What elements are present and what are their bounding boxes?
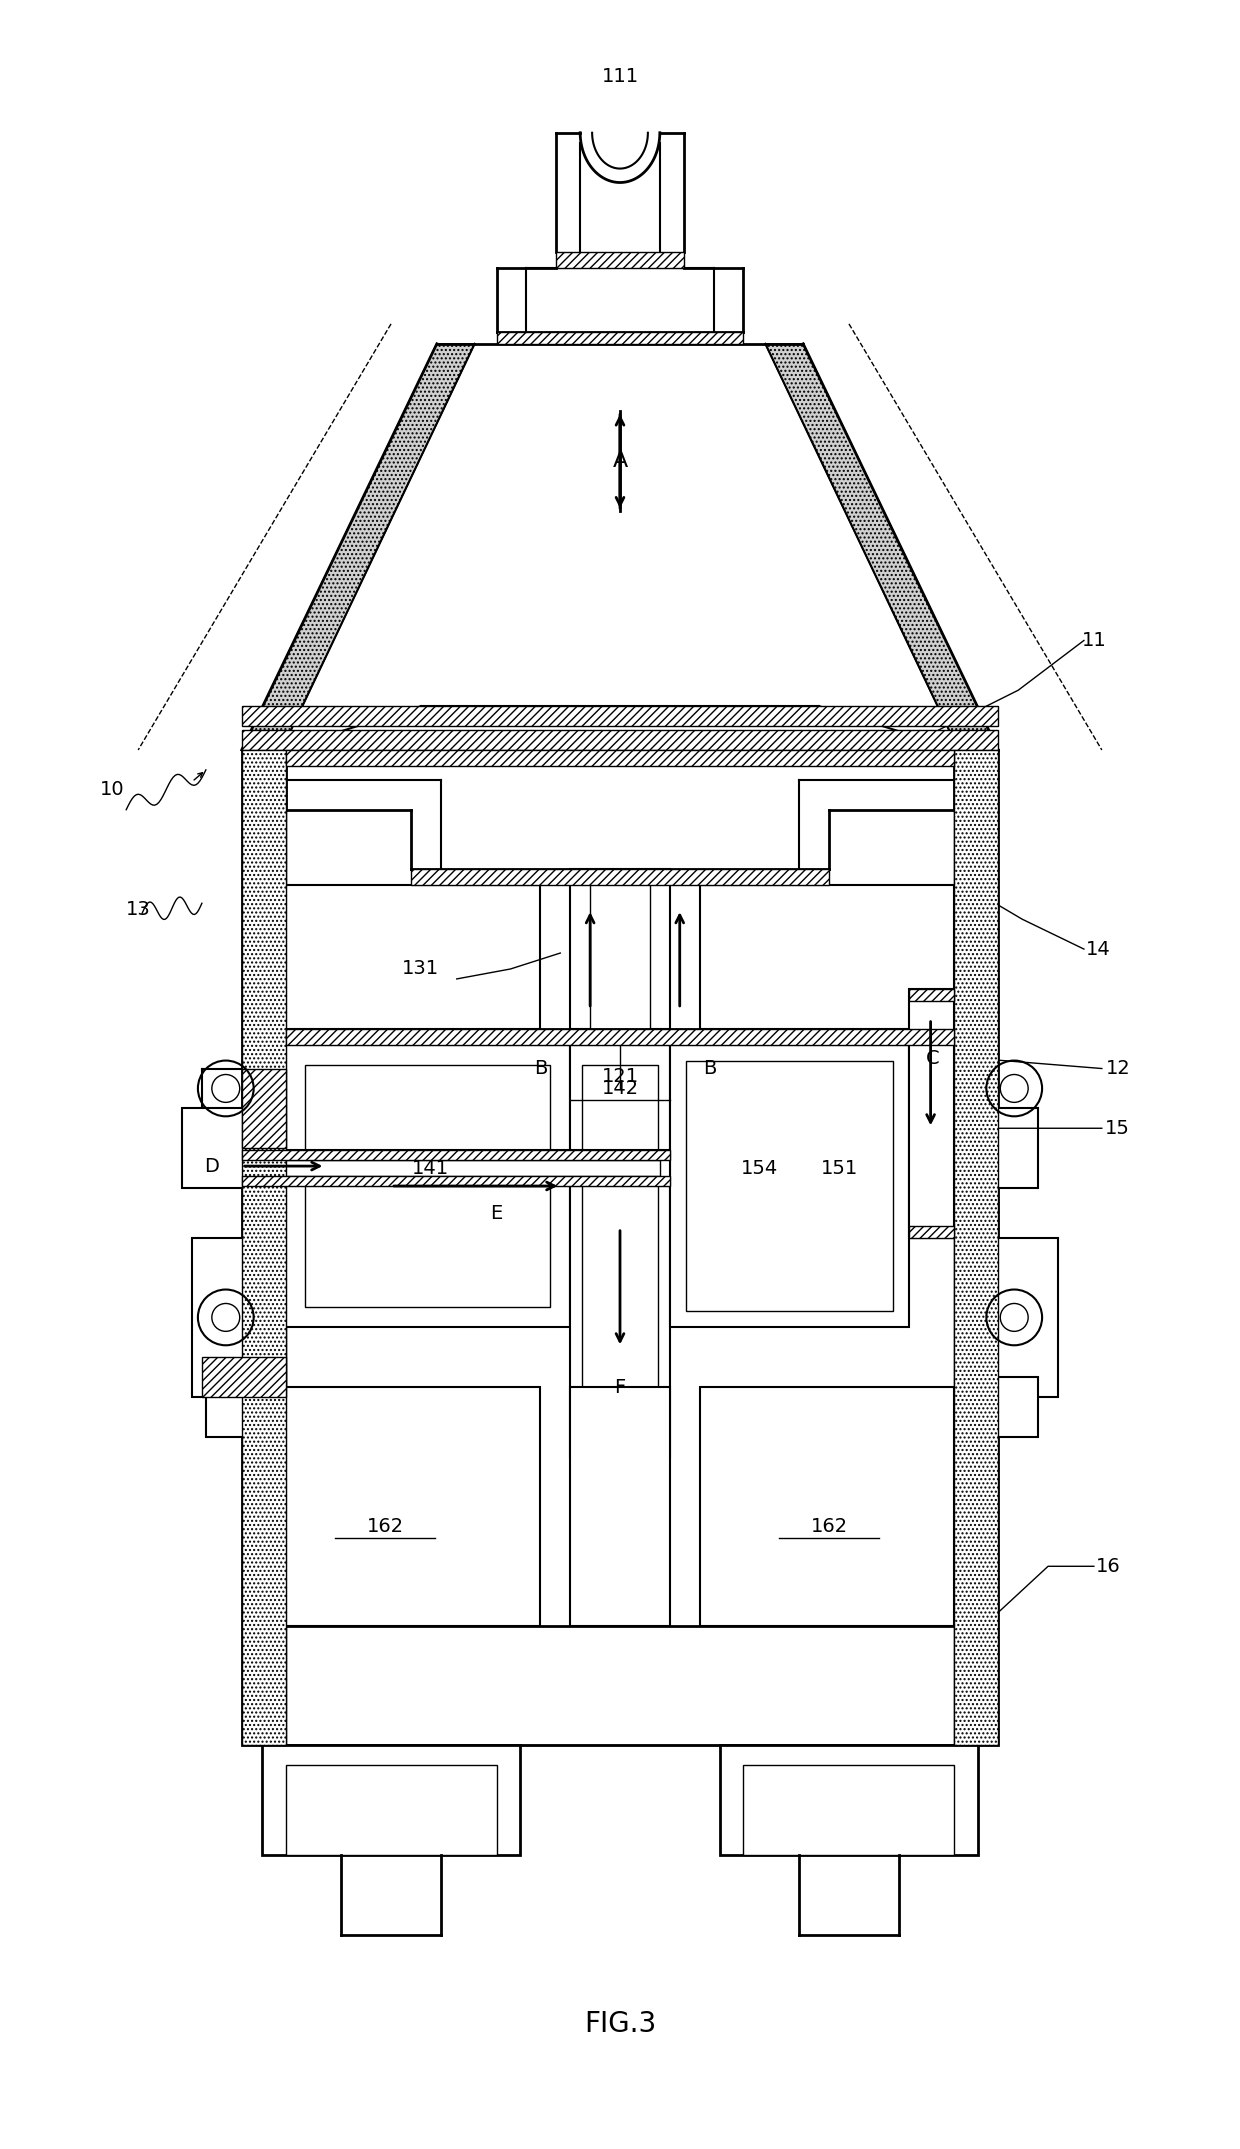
Bar [242, 707, 998, 726]
Text: B: B [703, 1059, 717, 1079]
Bar [242, 731, 998, 750]
Bar [285, 1044, 570, 1328]
Bar [686, 1062, 893, 1311]
Bar [206, 1378, 281, 1438]
Bar [242, 750, 998, 1745]
Bar [305, 1064, 551, 1307]
Text: F: F [614, 1378, 626, 1397]
Bar [242, 1176, 670, 1186]
Text: FIG.3: FIG.3 [584, 2009, 656, 2037]
Bar [242, 750, 285, 1745]
Text: 11: 11 [1081, 632, 1106, 649]
Bar [496, 331, 744, 344]
Bar [285, 1029, 955, 1044]
Bar [202, 1358, 285, 1397]
Bar [699, 1386, 955, 1627]
Bar [242, 1068, 285, 1148]
Text: E: E [491, 1203, 502, 1223]
Text: 142: 142 [601, 1079, 639, 1098]
Bar [570, 870, 670, 1029]
Bar [955, 750, 998, 1745]
Text: 13: 13 [125, 900, 150, 920]
Polygon shape [242, 344, 475, 750]
Text: D: D [205, 1156, 219, 1176]
Bar [909, 1225, 955, 1238]
Bar [285, 1386, 541, 1627]
Text: 12: 12 [1105, 1059, 1130, 1079]
Text: 14: 14 [1085, 939, 1110, 958]
Text: C: C [926, 1049, 940, 1068]
Text: 16: 16 [1095, 1556, 1120, 1575]
Bar [242, 1150, 670, 1160]
Bar [242, 1150, 670, 1186]
Text: 10: 10 [100, 780, 124, 799]
Text: 111: 111 [601, 67, 639, 86]
Bar [699, 885, 955, 1029]
Text: B: B [533, 1059, 547, 1079]
Bar [557, 251, 683, 269]
Text: 131: 131 [402, 958, 439, 978]
Bar [285, 1764, 496, 1855]
Bar [570, 1386, 670, 1627]
Bar [570, 1044, 670, 1457]
Bar [909, 989, 955, 1001]
Bar [285, 750, 955, 1745]
Bar [719, 1745, 978, 1855]
Bar [962, 1378, 1038, 1438]
Text: 121: 121 [601, 1068, 639, 1085]
Bar [285, 750, 955, 765]
Bar [909, 989, 955, 1238]
Bar [744, 1764, 955, 1855]
Text: A: A [613, 451, 627, 471]
Polygon shape [765, 344, 998, 750]
Bar [182, 1109, 281, 1188]
Bar [285, 885, 541, 1029]
Bar [590, 879, 650, 1029]
Text: 162: 162 [367, 1517, 403, 1537]
Text: 151: 151 [821, 1158, 858, 1178]
Bar [968, 1238, 1058, 1397]
Bar [582, 1064, 658, 1457]
Text: 154: 154 [740, 1158, 777, 1178]
Bar [262, 1745, 521, 1855]
Text: 15: 15 [1105, 1120, 1130, 1137]
Text: 141: 141 [412, 1158, 449, 1178]
Bar [959, 1109, 1038, 1188]
Text: 162: 162 [811, 1517, 848, 1537]
Bar [410, 870, 830, 885]
Bar [670, 1044, 909, 1328]
Bar [192, 1238, 281, 1397]
Bar [252, 1160, 660, 1176]
